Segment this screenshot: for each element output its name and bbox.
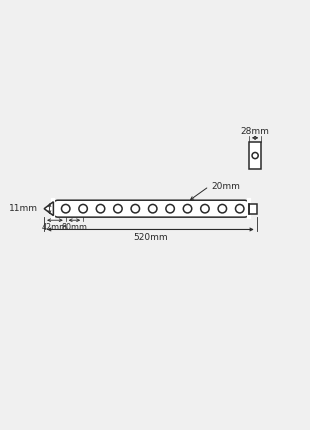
Circle shape [79,204,87,213]
Circle shape [61,204,70,213]
Circle shape [148,204,157,213]
Circle shape [166,204,174,213]
FancyBboxPatch shape [53,200,249,217]
Circle shape [218,204,227,213]
Text: 28mm: 28mm [241,126,270,135]
Circle shape [131,204,140,213]
Bar [249,142,261,169]
Circle shape [183,204,192,213]
Text: 20mm: 20mm [211,182,240,191]
Circle shape [201,204,209,213]
Circle shape [252,153,258,159]
Text: 42mm: 42mm [42,223,68,231]
Polygon shape [44,202,53,215]
Circle shape [114,204,122,213]
Circle shape [236,204,244,213]
Text: 520mm: 520mm [133,233,168,243]
Text: 11mm: 11mm [9,204,38,213]
Text: 80mm: 80mm [61,223,87,231]
Circle shape [96,204,105,213]
Bar [249,204,257,214]
